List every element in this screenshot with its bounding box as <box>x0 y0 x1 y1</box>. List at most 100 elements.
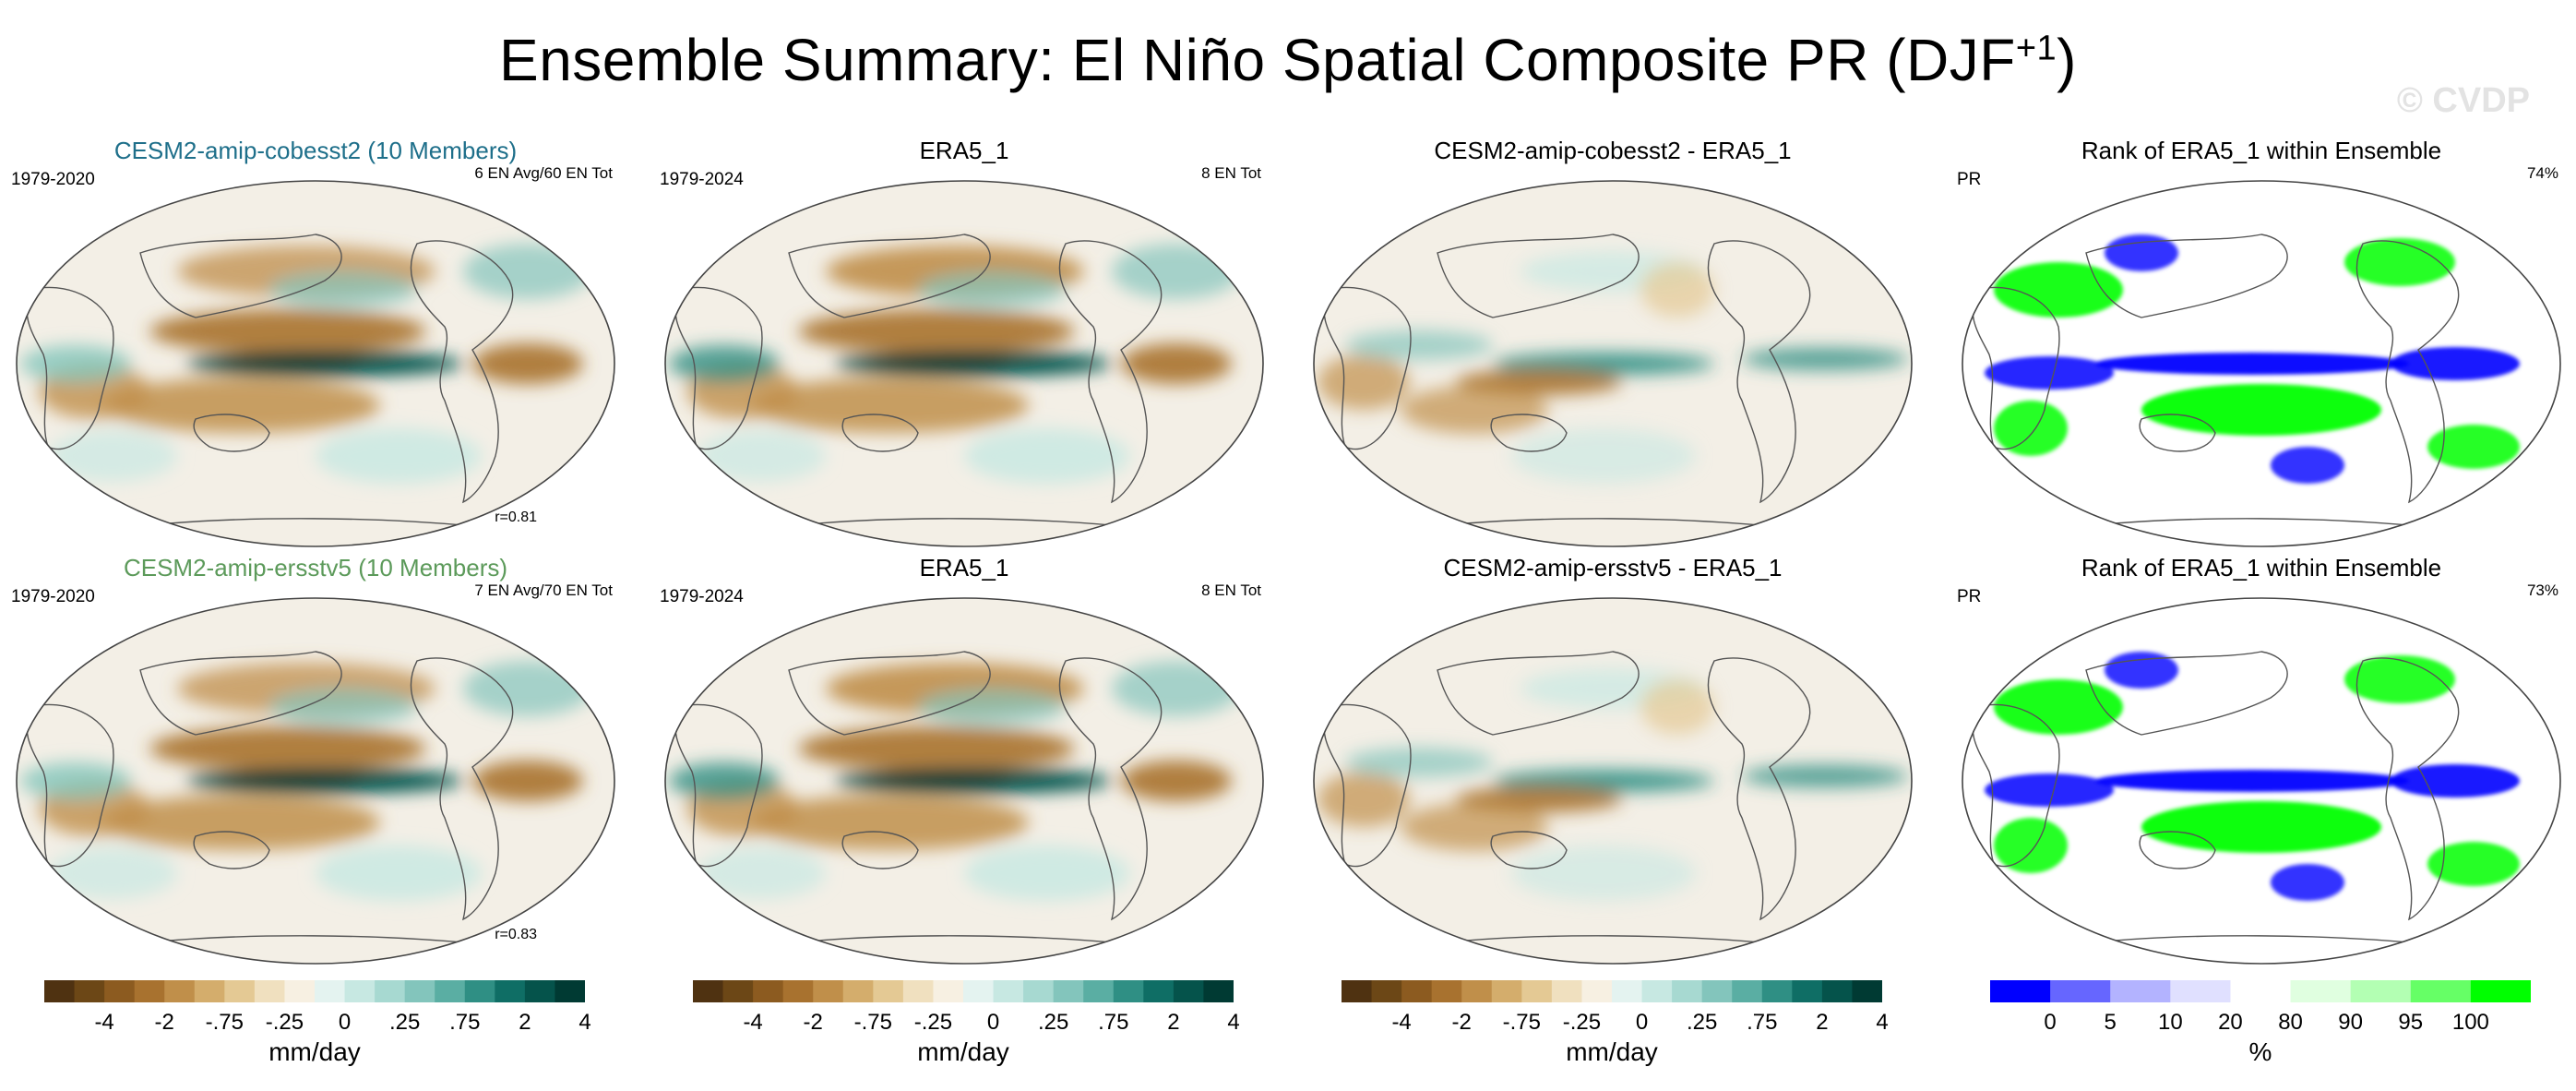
colorbar-tick-label: 0 <box>986 1010 1000 1035</box>
colorbar-tick-label: .25 <box>1037 1010 1069 1035</box>
colorbar-tick-label: 95 <box>2398 1010 2424 1035</box>
colorbar-tick-label: 2 <box>1167 1010 1180 1035</box>
colorbar-tick-label: -4 <box>743 1010 763 1035</box>
wet-anomaly <box>1493 353 1714 375</box>
panel-title: CESM2-amip-ersstv5 (10 Members) <box>123 554 508 581</box>
colorbar-unit-label: mm/day <box>1566 1037 1658 1066</box>
wet-anomaly <box>1742 348 1908 370</box>
colorbar-swatch <box>1990 980 2051 1002</box>
colorbar-swatch <box>902 980 934 1002</box>
colorbar-tick-label: 10 <box>2157 1010 2183 1035</box>
colorbar-tick-label: -.25 <box>1562 1010 1602 1035</box>
dry-anomaly <box>1640 262 1714 318</box>
colorbar-swatch <box>1491 980 1522 1002</box>
dry-anomaly <box>1640 679 1714 735</box>
colorbar-tick-label: -.75 <box>853 1010 893 1035</box>
wet-anomaly <box>1345 330 1493 360</box>
coastlines <box>26 234 514 529</box>
map-panel: CESM2-amip-ersstv5 - ERA5_1 <box>1308 554 1917 965</box>
rank-high-region <box>1994 262 2123 318</box>
colorbar: -4 -2 -.75 -.25 0 .25 .75 2 4 mm/day <box>693 980 1240 1082</box>
panel-title: CESM2-amip-ersstv5 - ERA5_1 <box>1443 554 1783 581</box>
rank-high-region <box>1994 818 2068 873</box>
colorbar-tick-label: 2 <box>519 1010 531 1035</box>
wet-anomaly <box>20 345 131 382</box>
colorbar-swatch <box>375 980 406 1002</box>
rank-low-region <box>1985 773 2114 807</box>
rank-high-region <box>2141 384 2381 436</box>
robinson-map <box>16 180 615 547</box>
robinson-map <box>1962 180 2561 547</box>
wet-anomaly <box>863 354 1010 373</box>
rank-low-region <box>2095 770 2409 792</box>
wet-anomaly <box>697 430 826 482</box>
colorbar-swatch <box>1401 980 1433 1002</box>
colorbar-swatch <box>194 980 225 1002</box>
colorbar: -4 -2 -.75 -.25 0 .25 .75 2 4 mm/day <box>1342 980 1889 1082</box>
colorbar-tick-label: .25 <box>388 1010 421 1035</box>
wet-anomaly <box>964 845 1130 901</box>
dry-anomaly <box>798 726 1075 771</box>
colorbar-tick-label: -2 <box>1451 1010 1472 1035</box>
rank-low-region <box>2391 764 2520 797</box>
dry-anomaly <box>1401 803 1548 851</box>
rank-high-region <box>1994 401 2068 456</box>
dry-anomaly <box>149 309 426 354</box>
panel-title: ERA5_1 <box>919 554 1009 581</box>
wet-anomaly <box>214 354 362 373</box>
rank-high-region <box>1994 679 2123 735</box>
map-panel: Rank of ERA5_1 within Ensemble PR 74% <box>1957 137 2566 547</box>
rank-high-region <box>2427 842 2520 886</box>
colorbar-swatch <box>1672 980 1703 1002</box>
colorbar-swatch <box>344 980 376 1002</box>
rank-high-region <box>2427 425 2520 469</box>
colorbar-tick-label: 2 <box>1816 1010 1829 1035</box>
wet-anomaly <box>316 428 482 484</box>
colorbar-tick-label: .25 <box>1686 1010 1718 1035</box>
coastlines <box>674 234 1163 529</box>
panel-count-label: 8 EN Tot <box>1201 164 1261 182</box>
colorbar-swatch <box>1761 980 1793 1002</box>
wet-anomaly <box>964 428 1130 484</box>
dry-anomaly <box>1318 354 1410 410</box>
wet-anomaly <box>1493 770 1714 792</box>
colorbar-swatch <box>1143 980 1175 1002</box>
rank-low-region <box>2105 234 2178 271</box>
colorbar-tick-label: -.25 <box>265 1010 304 1035</box>
dry-anomaly <box>149 726 426 771</box>
colorbar-tick-label: .75 <box>449 1010 481 1035</box>
colorbar-swatch <box>524 980 555 1002</box>
map-border <box>664 180 1264 547</box>
map-panel: ERA5_1 1979-2024 8 EN Tot <box>660 554 1269 965</box>
coastlines <box>1972 234 2460 529</box>
rank-low-region <box>2271 447 2344 484</box>
colorbar-swatch <box>1113 980 1144 1002</box>
panel-count-label: 73% <box>2526 581 2558 599</box>
dry-anomaly <box>103 795 380 850</box>
panel-period-label: 1979-2020 <box>11 587 95 606</box>
colorbar-swatch <box>284 980 316 1002</box>
panel-count-label: 7 EN Avg/70 EN Tot <box>474 581 613 599</box>
colorbar-swatch <box>2350 980 2412 1002</box>
colorbar-unit-label: mm/day <box>917 1037 1009 1066</box>
colorbar-swatch <box>2170 980 2231 1002</box>
dry-anomaly <box>1121 343 1232 384</box>
colorbar-tick-label: 90 <box>2338 1010 2364 1035</box>
colorbar-swatch <box>2290 980 2352 1002</box>
colorbar-tick-label: 0 <box>338 1010 352 1035</box>
colorbar-tick-label: -2 <box>154 1010 174 1035</box>
colorbar-swatch <box>1053 980 1084 1002</box>
colorbar-swatch <box>1083 980 1115 1002</box>
wet-anomaly <box>48 430 177 482</box>
wet-anomaly <box>918 271 1066 308</box>
robinson-map <box>664 597 1264 965</box>
rank-low-region <box>2095 353 2409 375</box>
colorbar-tick-label: 4 <box>578 1010 591 1035</box>
wet-anomaly <box>669 762 780 799</box>
colorbar-tick-label: .75 <box>1098 1010 1129 1035</box>
colorbar-swatch <box>2050 980 2111 1002</box>
colorbar-swatch <box>1521 980 1553 1002</box>
map-border <box>1313 597 1913 965</box>
colorbar-swatch <box>1792 980 1823 1002</box>
pattern-correlation-label: r=0.83 <box>495 927 537 942</box>
